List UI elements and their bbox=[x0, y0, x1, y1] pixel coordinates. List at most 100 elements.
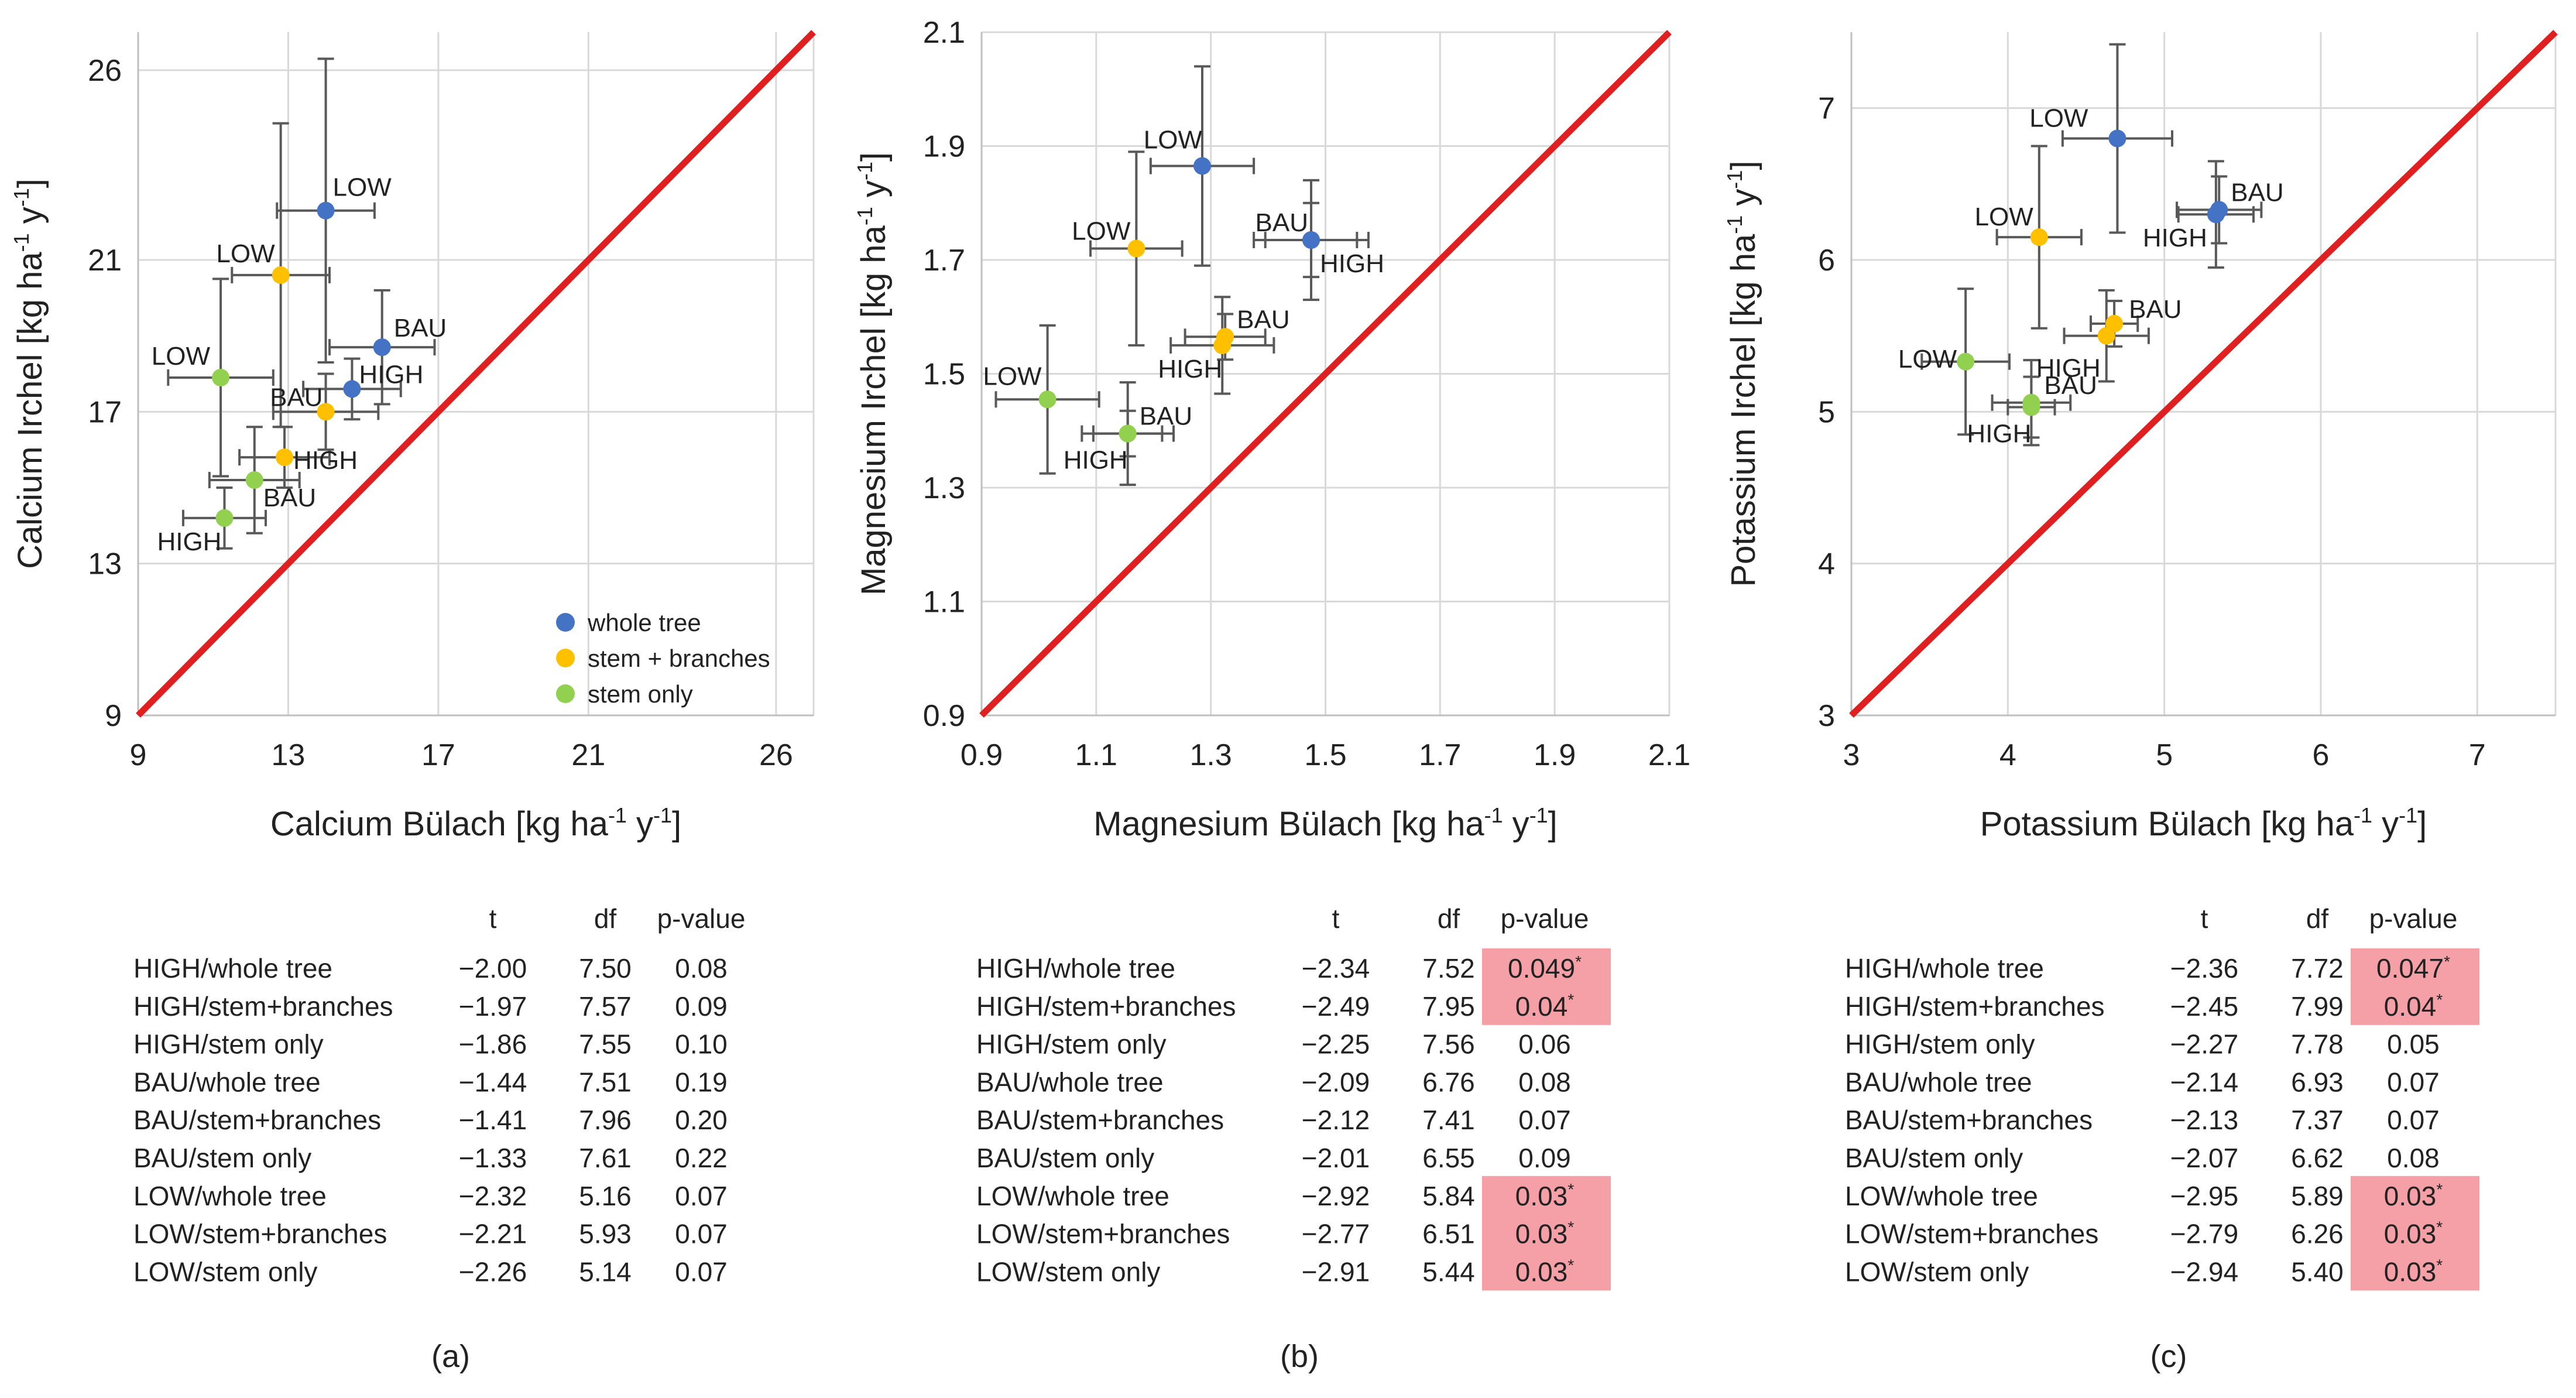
reference-line bbox=[979, 30, 1672, 718]
y-axis-label-mid: y bbox=[855, 180, 893, 207]
significance-highlight bbox=[1482, 948, 1611, 987]
table-row-label: LOW/whole tree bbox=[976, 1181, 1169, 1211]
table-cell-p: 0.03* bbox=[2384, 1180, 2443, 1211]
table-row-label: BAU/whole tree bbox=[1845, 1067, 2032, 1097]
table-row-label: HIGH/stem+branches bbox=[1845, 991, 2105, 1022]
panel-caption: (c) bbox=[2150, 1339, 2187, 1374]
point-label: LOW bbox=[333, 173, 392, 202]
point-label: LOW bbox=[216, 239, 275, 268]
table-cell-p: 0.09 bbox=[1518, 1143, 1571, 1173]
table-cell-p: 0.07 bbox=[2387, 1105, 2440, 1135]
table-cell-df: 6.93 bbox=[2291, 1067, 2344, 1097]
table-row-label: LOW/stem+branches bbox=[133, 1219, 387, 1249]
significance-marker: * bbox=[2436, 1180, 2443, 1198]
table-cell-df: 7.51 bbox=[579, 1067, 632, 1097]
table-cell-t: −2.14 bbox=[2170, 1067, 2238, 1097]
table-cell-t: −2.21 bbox=[459, 1219, 527, 1249]
table-cell-t: −2.13 bbox=[2170, 1105, 2238, 1135]
x-tick-label: 1.5 bbox=[1304, 738, 1346, 772]
data-point bbox=[1127, 239, 1145, 258]
data-point bbox=[1957, 352, 1975, 371]
p-value: 0.07 bbox=[1518, 1105, 1571, 1135]
significance-highlight bbox=[2351, 1176, 2479, 1215]
point-label: LOW bbox=[1898, 345, 1957, 374]
p-value: 0.03 bbox=[2384, 1181, 2437, 1211]
y-tick-label: 1.9 bbox=[923, 130, 965, 164]
table-cell-t: −2.34 bbox=[1302, 953, 1370, 984]
table-cell-t: −2.95 bbox=[2170, 1181, 2238, 1211]
reference-line bbox=[1849, 30, 2558, 718]
y-tick-label: 13 bbox=[88, 547, 122, 581]
table-row-label: LOW/stem only bbox=[1845, 1256, 2029, 1287]
table-cell-df: 6.26 bbox=[2291, 1219, 2344, 1249]
significance-marker: * bbox=[1575, 952, 1582, 971]
panel-caption: (a) bbox=[431, 1339, 470, 1374]
p-value: 0.04 bbox=[2384, 991, 2437, 1022]
table-cell-p: 0.047* bbox=[2376, 952, 2450, 984]
point-label: HIGH bbox=[2143, 224, 2207, 252]
y-axis-label-base: Magnesium Irchel [kg ha bbox=[855, 225, 893, 595]
y-axis-label-base: Calcium Irchel [kg ha bbox=[11, 252, 49, 569]
table-cell-t: −2.27 bbox=[2170, 1029, 2238, 1060]
table-cell-df: 7.96 bbox=[579, 1105, 632, 1135]
table-cell-t: −1.97 bbox=[459, 991, 527, 1022]
point-label: LOW bbox=[1975, 203, 2034, 231]
table-cell-t: −2.26 bbox=[459, 1256, 527, 1287]
point-label: BAU bbox=[1140, 402, 1192, 431]
table-cell-p: 0.07 bbox=[675, 1219, 728, 1249]
table-cell-p: 0.07 bbox=[675, 1256, 728, 1287]
y-tick-label: 26 bbox=[88, 54, 122, 88]
y-axis-label: Calcium Irchel [kg ha-1 y-1] bbox=[9, 179, 49, 569]
table-cell-t: −2.25 bbox=[1302, 1029, 1370, 1060]
data-point bbox=[1302, 231, 1320, 249]
table-row-label: LOW/stem+branches bbox=[976, 1219, 1230, 1249]
stats-table: t df p-value HIGH/whole tree −2.00 7.50 0.08 HI… bbox=[133, 903, 745, 1287]
p-value: 0.03 bbox=[1515, 1219, 1568, 1249]
p-value: 0.03 bbox=[1515, 1256, 1568, 1287]
y-tick-label: 7 bbox=[1818, 92, 1835, 126]
y-axis-label-end: ] bbox=[11, 179, 49, 188]
point-label: HIGH bbox=[359, 360, 423, 389]
p-value: 0.07 bbox=[2387, 1067, 2440, 1097]
x-tick-label: 13 bbox=[272, 738, 306, 772]
table-cell-p: 0.03* bbox=[2384, 1218, 2443, 1249]
table-cell-p: 0.20 bbox=[675, 1105, 728, 1135]
table-cell-p: 0.03* bbox=[2384, 1256, 2443, 1287]
y-tick-label: 1.7 bbox=[923, 244, 965, 277]
table-cell-df: 7.55 bbox=[579, 1029, 632, 1060]
p-value: 0.08 bbox=[2387, 1143, 2440, 1173]
data-point bbox=[245, 471, 263, 489]
table-header-t: t bbox=[1332, 903, 1340, 934]
table-cell-df: 7.37 bbox=[2291, 1105, 2344, 1135]
significance-marker: * bbox=[2436, 991, 2443, 1009]
point-label: HIGH bbox=[1320, 249, 1384, 278]
p-value: 0.07 bbox=[675, 1181, 728, 1211]
data-point bbox=[343, 380, 361, 398]
x-tick-label: 21 bbox=[571, 738, 605, 772]
significance-marker: * bbox=[1567, 1218, 1574, 1236]
table-row-label: BAU/whole tree bbox=[976, 1067, 1164, 1097]
p-value: 0.049 bbox=[1508, 953, 1575, 984]
point-label: LOW bbox=[983, 362, 1042, 390]
table-cell-p: 0.07 bbox=[2387, 1067, 2440, 1097]
table-cell-df: 5.44 bbox=[1422, 1256, 1475, 1287]
table-row-label: HIGH/whole tree bbox=[976, 953, 1175, 984]
x-tick-label: 1.9 bbox=[1534, 738, 1576, 772]
y-tick-label: 1.5 bbox=[923, 358, 965, 392]
table-header-t: t bbox=[489, 903, 497, 934]
significance-marker: * bbox=[2436, 1256, 2443, 1274]
table-cell-df: 5.84 bbox=[1422, 1181, 1475, 1211]
table-cell-p: 0.07 bbox=[675, 1181, 728, 1211]
point-label: BAU bbox=[394, 314, 447, 342]
x-axis-label-mid: y bbox=[627, 805, 653, 843]
y-tick-label: 3 bbox=[1818, 699, 1835, 733]
table-cell-t: −1.41 bbox=[459, 1105, 527, 1135]
point-label: LOW bbox=[1144, 126, 1203, 155]
table-cell-p: 0.19 bbox=[675, 1067, 728, 1097]
table-cell-df: 5.14 bbox=[579, 1256, 632, 1287]
x-tick-label: 1.1 bbox=[1075, 738, 1117, 772]
x-tick-label: 26 bbox=[759, 738, 793, 772]
